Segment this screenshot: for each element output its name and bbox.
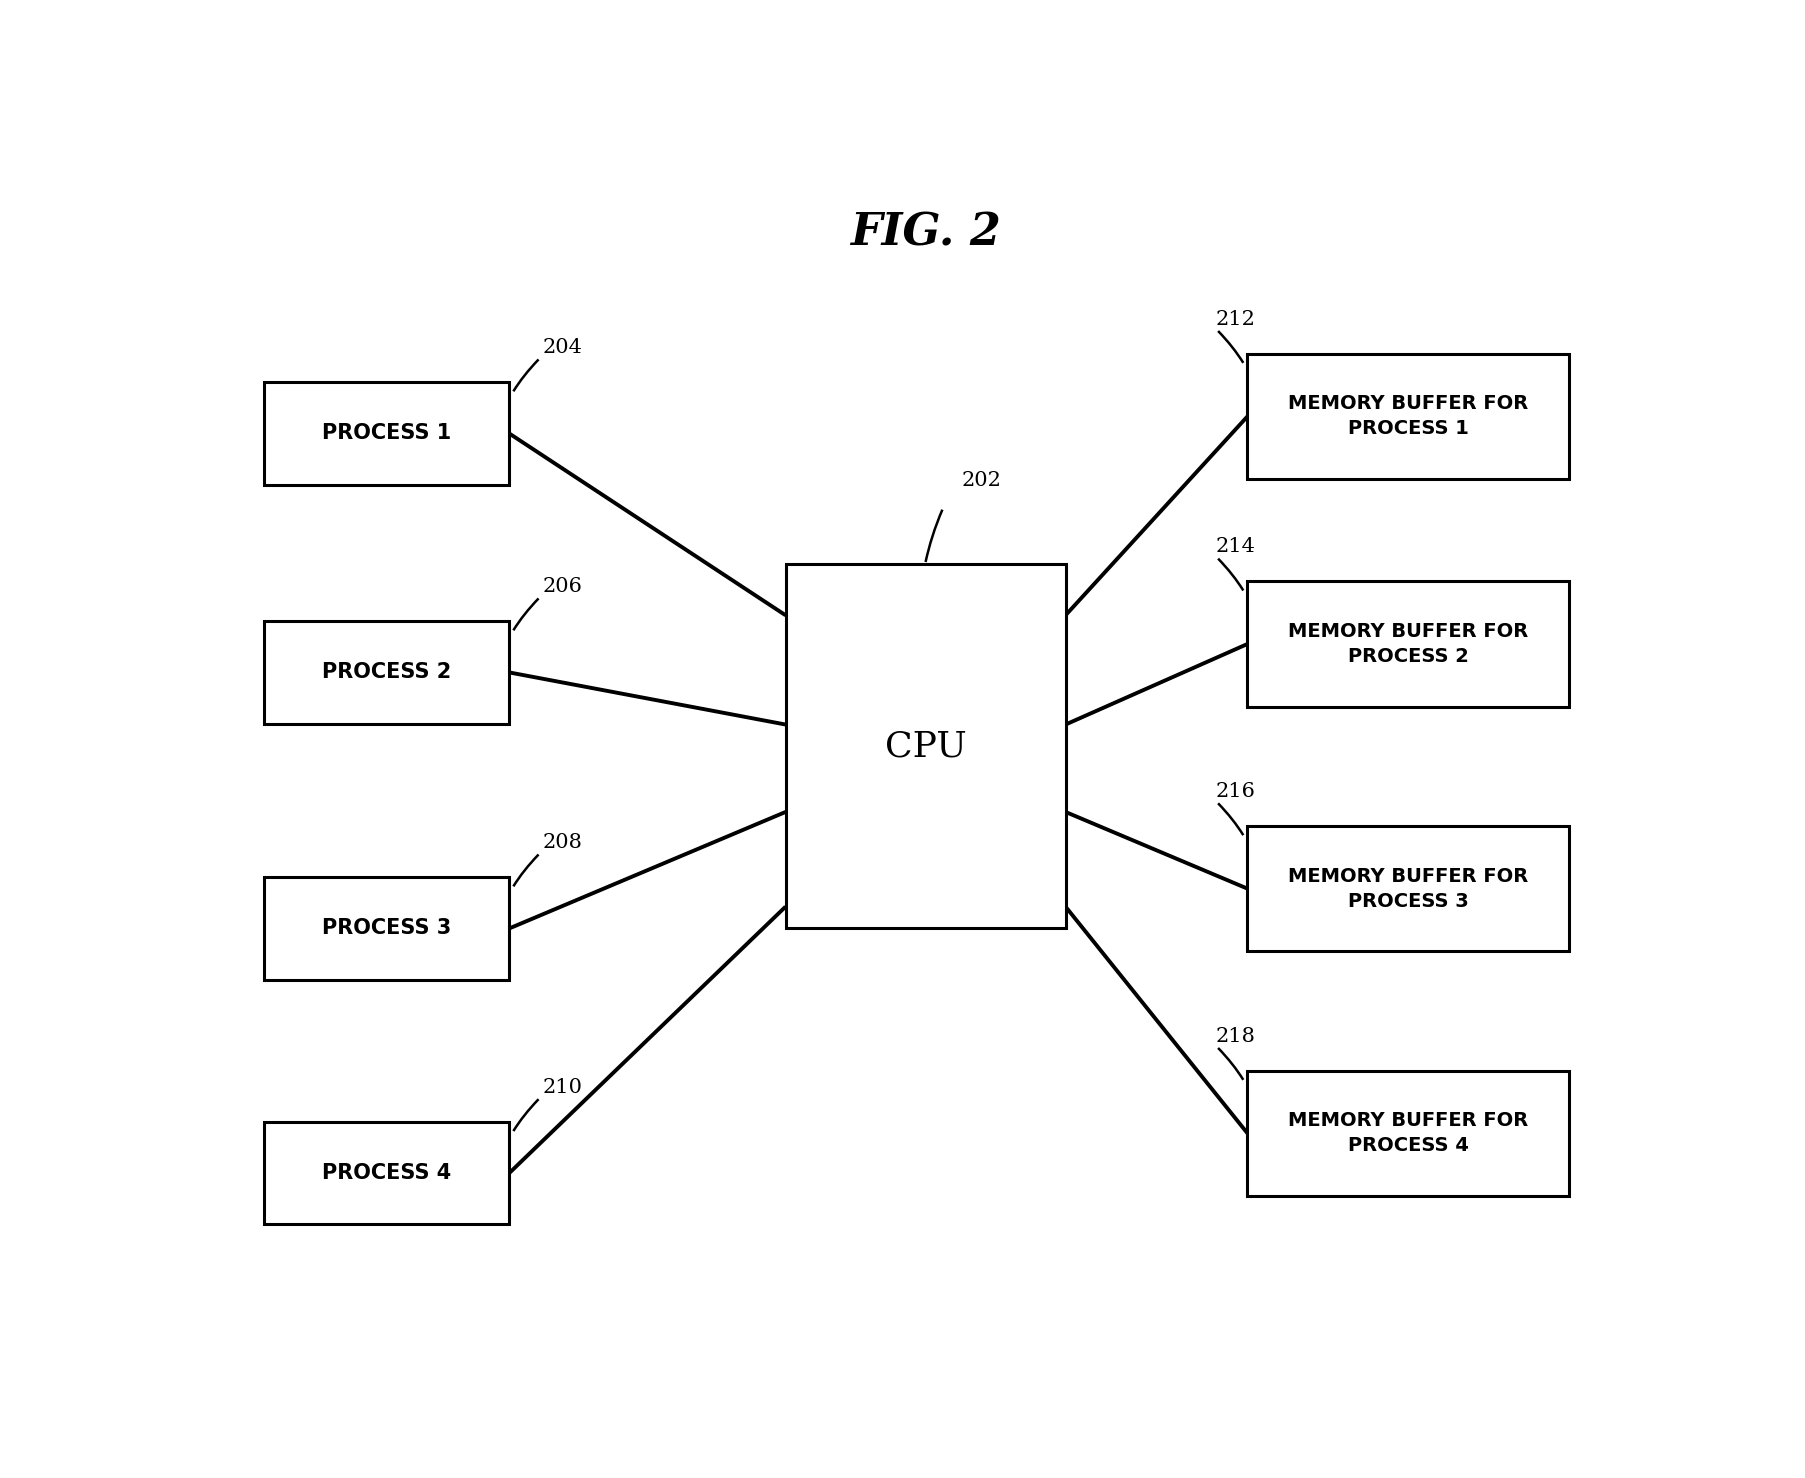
Bar [1247,1070,1569,1196]
Text: 206: 206 [543,578,583,596]
Bar [264,1122,509,1224]
Text: PROCESS 1: PROCESS 1 [321,423,451,443]
Bar [1247,581,1569,706]
Bar [785,565,1065,928]
Bar [264,621,509,724]
Text: 212: 212 [1215,310,1254,328]
Text: MEMORY BUFFER FOR
PROCESS 4: MEMORY BUFFER FOR PROCESS 4 [1287,1111,1527,1156]
Text: 216: 216 [1215,782,1254,801]
Bar [264,383,509,485]
Text: PROCESS 4: PROCESS 4 [321,1163,451,1184]
Text: 208: 208 [543,834,583,853]
Bar [1247,826,1569,952]
Text: FIG. 2: FIG. 2 [850,211,1000,254]
Text: PROCESS 3: PROCESS 3 [321,918,451,939]
Text: CPU: CPU [884,729,966,764]
Text: 214: 214 [1215,538,1254,556]
Text: PROCESS 2: PROCESS 2 [321,662,451,683]
Text: MEMORY BUFFER FOR
PROCESS 1: MEMORY BUFFER FOR PROCESS 1 [1287,395,1527,439]
Text: 218: 218 [1215,1027,1254,1046]
Bar [1247,353,1569,479]
Text: MEMORY BUFFER FOR
PROCESS 3: MEMORY BUFFER FOR PROCESS 3 [1287,866,1527,910]
Text: 210: 210 [543,1077,583,1097]
Text: MEMORY BUFFER FOR
PROCESS 2: MEMORY BUFFER FOR PROCESS 2 [1287,622,1527,667]
Text: 202: 202 [962,471,1002,491]
Bar [264,878,509,980]
Text: 204: 204 [543,338,583,358]
